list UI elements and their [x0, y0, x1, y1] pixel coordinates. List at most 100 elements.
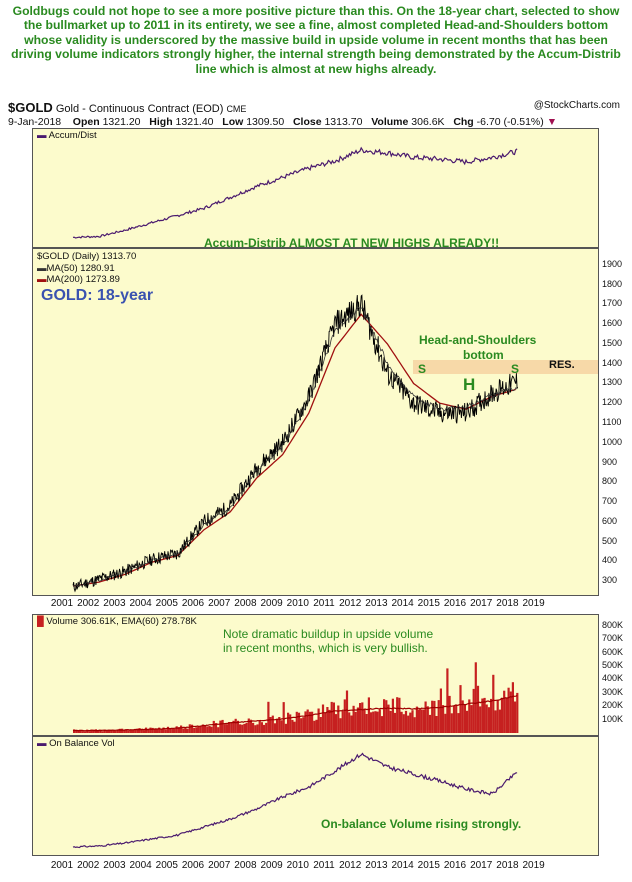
volume-bar	[214, 723, 218, 733]
volume-bar	[180, 725, 183, 733]
volume-bar	[328, 709, 331, 733]
year-tick: 2018	[496, 860, 519, 871]
volume-bar	[407, 715, 410, 733]
volume-bar	[123, 729, 126, 733]
volume-bar	[422, 709, 425, 733]
price-tick: 1600	[602, 318, 623, 329]
volume-bar	[260, 722, 263, 733]
volume-bar	[262, 724, 266, 733]
year-tick: 2009	[260, 598, 283, 609]
volume-bar	[162, 727, 165, 733]
volume-bar	[470, 705, 473, 733]
volume-bar	[195, 727, 198, 733]
volume-bar	[380, 716, 383, 733]
year-tick: 2013	[365, 860, 388, 871]
left-shoulder-label: S	[418, 362, 427, 376]
volume-bar	[73, 729, 76, 733]
volume-bar	[136, 728, 139, 733]
volume-bar	[317, 708, 320, 733]
right-shoulder-label: S	[511, 362, 520, 376]
price-tick: 1500	[602, 337, 623, 348]
volume-bar	[483, 697, 486, 733]
volume-bar	[271, 715, 274, 733]
obv-svg	[72, 752, 518, 849]
price-tick: 1200	[602, 397, 623, 408]
volume-bar	[446, 668, 449, 733]
volume-bar	[348, 712, 351, 733]
x-axis-top: 2001 2002 2003 2004 2005 2006 2007 2008 2009 2010…	[32, 598, 599, 612]
quote-line: 9-Jan-2018 Open 1321.20 High 1321.40 Low…	[8, 116, 558, 128]
volume-bar	[437, 700, 440, 733]
volume-bar	[450, 713, 453, 733]
volume-bar	[193, 728, 196, 733]
year-tick: 2018	[496, 598, 519, 609]
volume-bar	[236, 720, 239, 733]
volume-bar	[245, 723, 248, 733]
volume-bar	[341, 711, 344, 733]
year-tick: 2012	[339, 598, 362, 609]
volume-bar	[400, 711, 403, 733]
price-tick: 500	[602, 535, 618, 546]
volume-bar	[352, 705, 355, 733]
volume-bar	[112, 729, 115, 733]
volume-tick: 300K	[602, 686, 624, 697]
volume-bar	[140, 728, 143, 733]
volume-bar	[142, 730, 146, 733]
volume-bar	[97, 730, 100, 733]
volume-bar	[324, 713, 327, 733]
volume-bar	[306, 709, 309, 733]
volume-bar	[311, 711, 314, 733]
volume-bar	[461, 700, 464, 733]
volume-bar	[409, 712, 412, 733]
volume-bar	[293, 721, 296, 733]
volume-bar	[101, 731, 104, 733]
volume-bars	[73, 662, 519, 733]
volume-bar	[287, 712, 290, 733]
ma50-line	[73, 306, 518, 587]
price-tick: 1000	[602, 436, 623, 447]
price-tick: 900	[602, 456, 618, 467]
year-tick: 2003	[103, 860, 126, 871]
volume-bar	[457, 713, 460, 733]
year-tick: 2009	[260, 860, 283, 871]
symbol: $GOLD	[8, 100, 53, 115]
volume-bar	[321, 704, 325, 733]
volume-tick: 400K	[602, 673, 624, 684]
volume-bar	[372, 711, 375, 733]
volume-bar	[199, 725, 202, 733]
volume-bar	[160, 729, 163, 733]
volume-tick: 700K	[602, 633, 624, 644]
price-tick: 1100	[602, 417, 622, 427]
volume-bar	[330, 701, 333, 733]
volume-bar	[219, 720, 222, 733]
volume-bar	[442, 705, 445, 733]
volume-bar	[418, 709, 421, 733]
volume-bar	[221, 719, 224, 733]
year-tick: 2013	[365, 598, 388, 609]
price-legend-symbol: $GOLD (Daily) 1313.70	[37, 251, 137, 262]
volume-bar	[472, 688, 475, 733]
volume-bar	[474, 662, 477, 733]
volume-bar	[304, 711, 307, 733]
volume-bar	[415, 706, 418, 733]
volume-bar	[92, 729, 95, 733]
volume-bar	[396, 697, 399, 733]
volume-ema-line	[72, 694, 518, 732]
price-tick: 1700	[602, 298, 623, 309]
volume-bar	[428, 714, 432, 733]
volume-bar	[265, 722, 268, 733]
volume-bar	[175, 726, 178, 733]
quote-date: 9-Jan-2018	[8, 116, 62, 128]
volume-bar	[254, 725, 257, 733]
volume-bar	[393, 712, 397, 733]
volume-bar	[500, 697, 504, 733]
volume-bar	[511, 682, 514, 733]
volume-bar	[424, 701, 427, 733]
volume-bar	[90, 729, 93, 733]
year-tick: 2005	[155, 598, 178, 609]
volume-axis: 800K 700K 600K 500K 400K 300K 200K 100K	[600, 614, 632, 736]
volume-bar	[223, 724, 226, 733]
volume-bar	[485, 704, 488, 733]
volume-bar	[391, 698, 394, 733]
volume-bar	[182, 728, 185, 733]
